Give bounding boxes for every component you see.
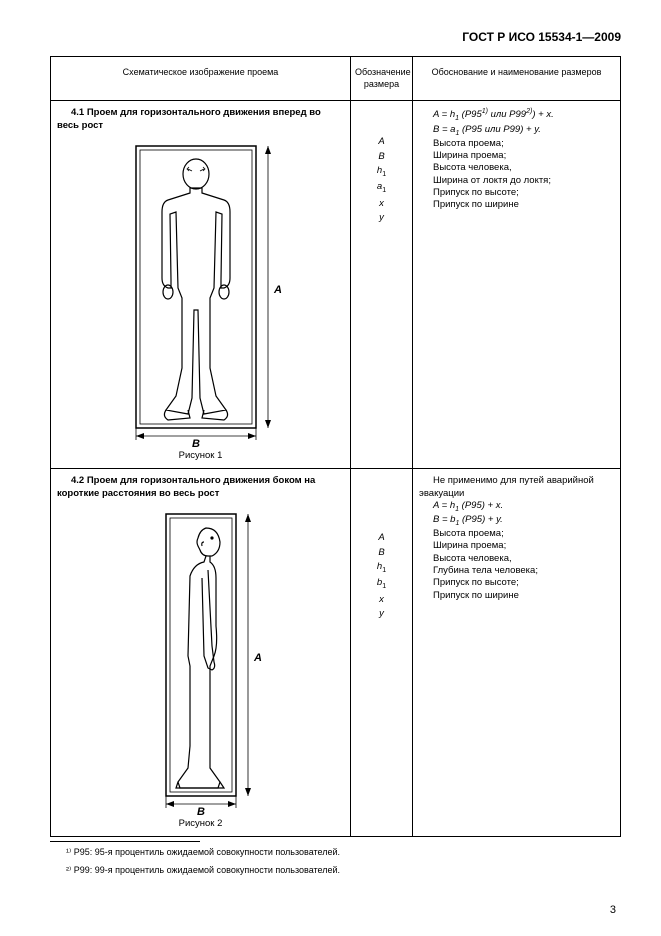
figure-2-caption: Рисунок 2 (57, 818, 344, 830)
cell-4-1-desc: A = h1 (P951) или P992)) + x. B = a1 (P9… (413, 101, 621, 469)
d-4-2-3: Высота человека, (419, 553, 614, 565)
figure-2: A B (57, 506, 344, 816)
header-col3: Обоснование и наименование размеров (413, 57, 621, 101)
cell-4-1-symbols: A B h1 a1 x y (351, 101, 413, 469)
d-4-1-6: Припуск по ширине (419, 199, 614, 211)
section-4-2-title: 4.2 Проем для горизонтального движения б… (57, 475, 344, 500)
note-4-2: Не применимо для путей аварийной эвакуац… (419, 475, 614, 500)
d-4-2-4: Глубина тела человека; (419, 565, 614, 577)
svg-text:B: B (197, 806, 205, 816)
svg-text:A: A (273, 284, 282, 296)
d-4-2-1: Высота проема; (419, 528, 614, 540)
d-4-1-3: Высота человека, (419, 162, 614, 174)
sym-y: y (357, 211, 406, 225)
d-4-2-6: Припуск по ширине (419, 590, 614, 602)
footnote-1: ¹⁾ P95: 95-я процентиль ожидаемой совоку… (50, 846, 621, 860)
d-4-1-1: Высота проема; (419, 138, 614, 150)
sym2-x: x (357, 593, 406, 607)
cell-4-2-symbols: A B h1 b1 x y (351, 469, 413, 837)
sym2-b1: b1 (357, 576, 406, 592)
svg-text:B: B (192, 438, 200, 448)
header-col2: Обозначение размера (351, 57, 413, 101)
eq-4-1-B: B = a1 (P95 или P99) + y. (419, 124, 614, 138)
sym2-y: y (357, 607, 406, 621)
document-id: ГОСТ Р ИСО 15534-1—2009 (50, 30, 621, 44)
eq-4-2-B: B = b1 (P95) + y. (419, 514, 614, 528)
d-4-1-4: Ширина от локтя до локтя; (419, 175, 614, 187)
page-number: 3 (610, 904, 616, 916)
cell-4-2-desc: Не применимо для путей аварийной эвакуац… (413, 469, 621, 837)
footnote-2: ²⁾ P99: 99-я процентиль ожидаемой совоку… (50, 864, 621, 878)
section-4-1-title: 4.1 Проем для горизонтального движения в… (57, 107, 344, 132)
d-4-1-5: Припуск по высоте; (419, 187, 614, 199)
sym-A: A (357, 135, 406, 149)
figure-1-caption: Рисунок 1 (57, 450, 344, 462)
cell-4-2-figure: 4.2 Проем для горизонтального движения б… (51, 469, 351, 837)
sym-x: x (357, 197, 406, 211)
figure-1: A B (57, 138, 344, 448)
sym-a1: a1 (357, 180, 406, 196)
eq-4-1-A: A = h1 (P951) или P992)) + x. (419, 107, 614, 123)
footnote-rule (50, 841, 200, 842)
dimensions-table: Схематическое изображение проема Обознач… (50, 56, 621, 837)
sym2-B: B (357, 546, 406, 560)
eq-4-2-A: A = h1 (P95) + x. (419, 500, 614, 514)
svg-text:A: A (253, 652, 262, 664)
d-4-1-2: Ширина проема; (419, 150, 614, 162)
sym-B: B (357, 150, 406, 164)
sym2-A: A (357, 531, 406, 545)
sym-h1: h1 (357, 164, 406, 180)
sym2-h1: h1 (357, 560, 406, 576)
cell-4-1-figure: 4.1 Проем для горизонтального движения в… (51, 101, 351, 469)
d-4-2-2: Ширина проема; (419, 540, 614, 552)
header-col1: Схематическое изображение проема (51, 57, 351, 101)
d-4-2-5: Припуск по высоте; (419, 577, 614, 589)
